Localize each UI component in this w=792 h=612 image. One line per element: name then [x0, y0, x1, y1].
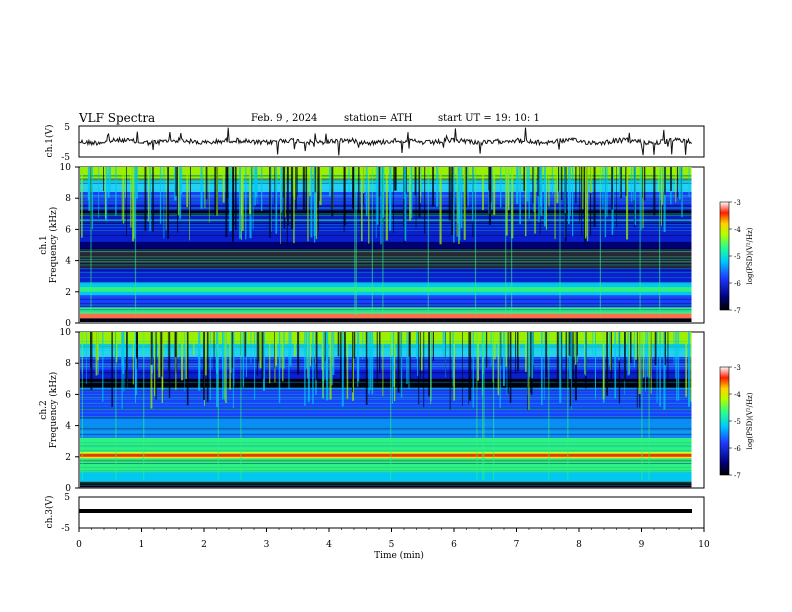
ch1-spectrogram-panel: 0 2 4 6 8 10 ch.1 Frequency (kHz) [39, 163, 705, 329]
chart-title: VLF Spectra [79, 111, 156, 125]
colorbar-tick-label: -4 [734, 391, 741, 399]
colorbar-ch2-ticks: -3 -4 -5 -6 -7 [729, 364, 741, 480]
ch1-ylabel: ch.1(V) [44, 125, 55, 158]
freq-tick-label: 6 [65, 225, 71, 235]
ch3-ylabel: ch.3(V) [44, 496, 55, 529]
freq-tick-label: 2 [65, 288, 71, 298]
colorbar-tick-label: -3 [734, 364, 741, 372]
x-tick-label: 4 [326, 540, 332, 550]
x-tick-label: 3 [264, 540, 270, 550]
x-tick-label: 2 [201, 540, 207, 550]
x-tick-label: 1 [139, 540, 145, 550]
ch1-spectrogram-image [80, 167, 703, 322]
ch3-ytick-top: 5 [64, 493, 70, 503]
colorbar-tick-label: -5 [734, 418, 741, 426]
ch3-flat-line [79, 509, 692, 513]
station-label: station= ATH [344, 113, 413, 124]
freq-tick-label: 10 [60, 328, 72, 338]
x-tick-label: 0 [76, 540, 82, 550]
ch1-spec-ylabel-channel: ch.1 [39, 235, 49, 254]
colorbar-tick-label: -6 [734, 280, 741, 288]
freq-tick-label: 4 [65, 422, 71, 432]
ch2-spec-ylabel-channel: ch.2 [39, 400, 49, 419]
date-label: Feb. 9 , 2024 [251, 113, 318, 124]
start-time-label: start UT = 19: 10: 1 [438, 113, 540, 124]
freq-tick-label: 4 [65, 257, 71, 267]
ch1-freq-yticks: 0 2 4 6 8 10 [60, 163, 79, 329]
colorbar-tick-label: -4 [734, 226, 741, 234]
colorbar-ch1: -3 -4 -5 -6 -7 log(PSD)(V²/Hz) [719, 199, 754, 315]
ch2-spec-ylabel-frequency: Frequency (kHz) [48, 372, 59, 449]
freq-tick-label: 0 [65, 319, 71, 329]
colorbar-ch1-ticks: -3 -4 -5 -6 -7 [729, 199, 741, 315]
ch1-waveform-panel: 5 -5 ch.1(V) [44, 123, 705, 163]
colorbar-tick-label: -6 [734, 445, 741, 453]
freq-tick-label: 10 [60, 163, 72, 173]
x-tick-label: 8 [576, 540, 582, 550]
ch1-waveform-line [79, 127, 692, 156]
freq-tick-label: 8 [65, 359, 71, 369]
freq-tick-label: 6 [65, 390, 71, 400]
x-tick-label: 10 [698, 540, 710, 550]
x-tick-label: 7 [514, 540, 520, 550]
x-axis-label: Time (min) [374, 550, 424, 561]
colorbar-ch2-label: log(PSD)(V²/Hz) [746, 392, 754, 449]
x-tick-label: 6 [451, 540, 457, 550]
ch3-waveform-panel: 5 -5 ch.3(V) [44, 493, 705, 534]
time-x-axis: 0 1 2 3 4 5 6 7 8 9 10 [76, 528, 710, 550]
x-tick-label: 9 [639, 540, 645, 550]
ch2-spectrogram-panel: 0 2 4 6 8 10 ch.2 Frequency (kHz) [39, 328, 705, 494]
colorbar-ch2: -3 -4 -5 -6 -7 log(PSD)(V²/Hz) [719, 364, 754, 480]
ch3-ytick-bottom: -5 [61, 524, 70, 534]
freq-tick-label: 0 [65, 484, 71, 494]
ch1-ytick-top: 5 [64, 123, 70, 133]
ch1-spec-ylabel-frequency: Frequency (kHz) [48, 207, 59, 284]
freq-tick-label: 2 [65, 453, 71, 463]
ch1-ytick-bottom: -5 [61, 153, 70, 163]
ch2-spectrogram-image [80, 332, 703, 488]
colorbar-ch1-label: log(PSD)(V²/Hz) [746, 227, 754, 284]
colorbar-tick-label: -3 [734, 199, 741, 207]
colorbar-tick-label: -7 [734, 307, 741, 315]
x-tick-label: 5 [389, 540, 395, 550]
colorbar-tick-label: -7 [734, 472, 741, 480]
freq-tick-label: 8 [65, 194, 71, 204]
ch2-freq-yticks: 0 2 4 6 8 10 [60, 328, 79, 494]
colorbar-tick-label: -5 [734, 253, 741, 261]
